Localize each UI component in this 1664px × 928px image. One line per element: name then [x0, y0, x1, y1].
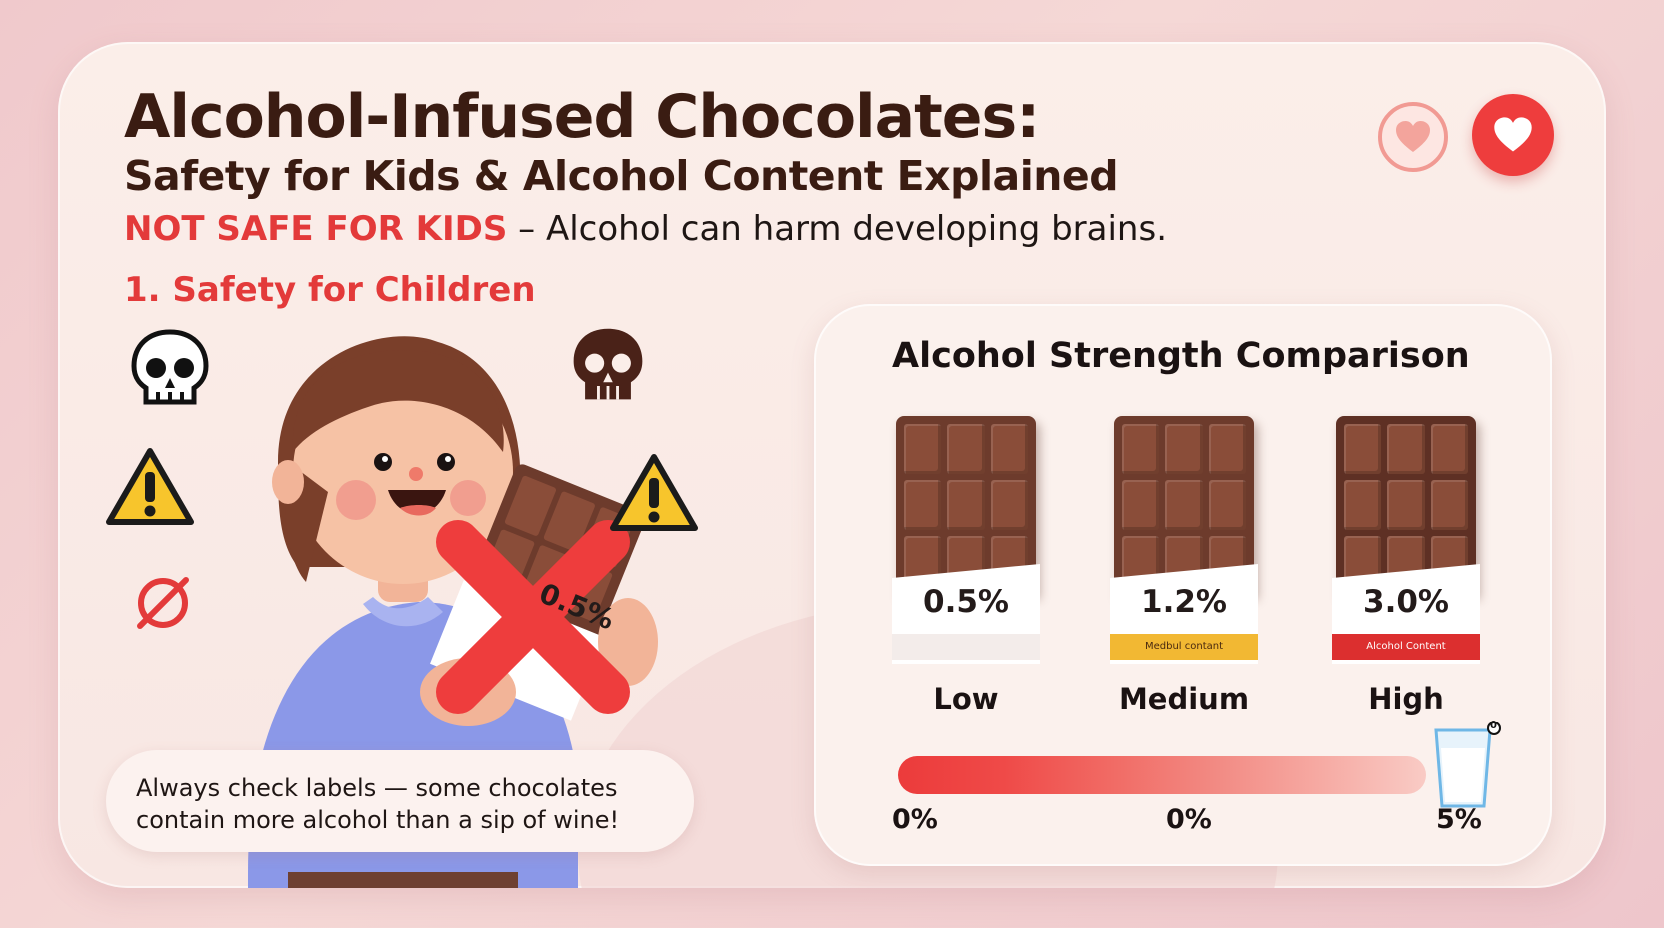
skull-icon: [131, 329, 209, 405]
bar-percent: 0.5%: [923, 584, 1009, 620]
bar-percent: 1.2%: [1141, 584, 1227, 620]
strength-scale-bar: [898, 756, 1426, 794]
panel-title: Alcohol Strength Comparison: [892, 336, 1470, 376]
page-subtitle: Safety for Kids & Alcohol Content Explai…: [124, 152, 1119, 200]
glass-badge: 0: [1490, 720, 1497, 731]
infographic-card: Alcohol-Infused Chocolates: Safety for K…: [58, 42, 1606, 888]
strength-comparison-panel: Alcohol Strength Comparison 0.5% Low 1.2…: [814, 304, 1552, 866]
heart-filled-icon: [1494, 117, 1532, 152]
bar-strip: [892, 634, 1040, 660]
no-icon: [137, 577, 189, 629]
bar-strip: Alcohol Content: [1332, 634, 1480, 660]
scale-label-middle: 0%: [1166, 804, 1212, 835]
safety-warning: NOT SAFE FOR KIDS – Alcohol can harm dev…: [124, 209, 1167, 249]
chocolate-bar-icon: [1114, 416, 1254, 594]
bar-category-label: Low: [933, 682, 999, 716]
heart-outline-icon: [1396, 121, 1430, 152]
warning-emphasis: NOT SAFE FOR KIDS: [124, 209, 508, 249]
warning-icon: [610, 454, 698, 531]
scale-label-start: 0%: [892, 804, 938, 835]
favorite-button[interactable]: [1378, 102, 1448, 172]
bar-category-label: High: [1368, 682, 1444, 716]
bar-strip: Medbul contant: [1110, 634, 1258, 660]
warning-icon: [106, 448, 194, 525]
bar-percent: 3.0%: [1363, 584, 1449, 620]
scale-label-end: 5%: [1436, 804, 1482, 835]
note-line-1: Always check labels — some chocolates: [136, 774, 618, 802]
skull-icon: [573, 328, 643, 400]
chocolate-bar-low: 0.5% Low: [892, 416, 1040, 716]
page-title: Alcohol-Infused Chocolates:: [124, 82, 1040, 152]
milk-glass-icon: [1434, 722, 1501, 808]
bar-category-label: Medium: [1118, 682, 1250, 716]
chocolate-bar-medium: 1.2% Medbul contant Medium: [1110, 416, 1258, 716]
note-line-2: contain more alcohol than a sip of wine!: [136, 806, 620, 834]
label-tip-note: Always check labels — some chocolates co…: [106, 750, 694, 852]
section-heading: 1. Safety for Children: [124, 270, 536, 310]
like-button[interactable]: [1472, 94, 1554, 176]
chocolate-bar-high: 3.0% Alcohol Content High: [1332, 416, 1480, 716]
warning-text: – Alcohol can harm developing brains.: [507, 209, 1168, 249]
